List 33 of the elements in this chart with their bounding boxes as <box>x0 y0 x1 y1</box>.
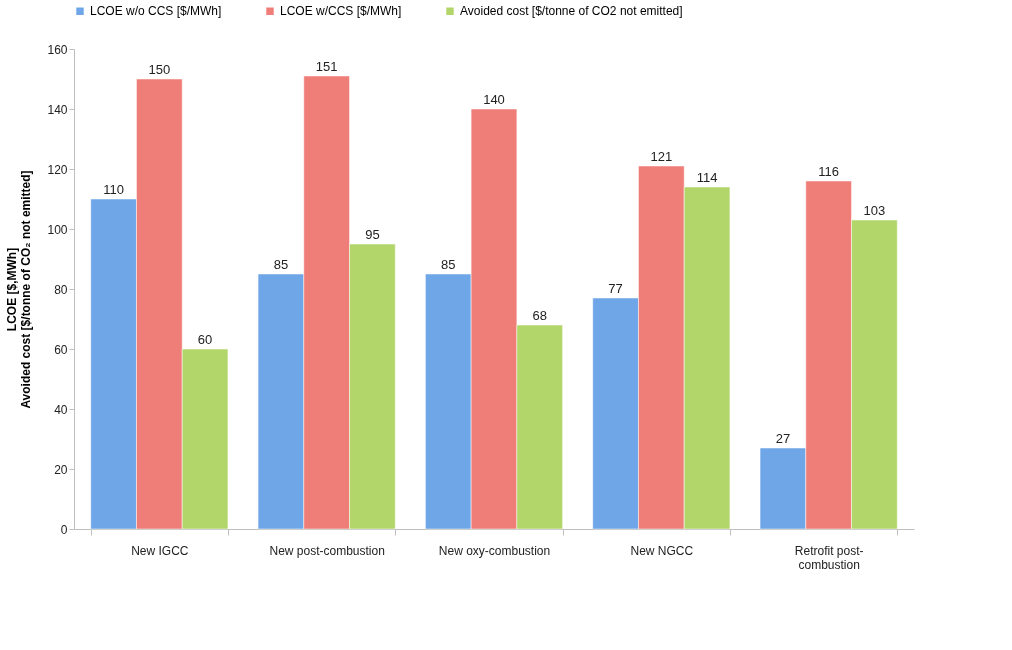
y-tick-label: 120 <box>47 162 68 177</box>
legend-label: Avoided cost [$/tonne of CO2 not emitted] <box>460 4 683 19</box>
data-label: 150 <box>148 62 171 77</box>
y-tick-label: 60 <box>54 342 68 357</box>
data-label: 60 <box>197 332 213 347</box>
data-label: 95 <box>365 227 380 242</box>
y-tick-label: 100 <box>47 222 68 237</box>
x-tick-label: New IGCC <box>131 543 189 558</box>
y-axis-title: LCOE [$,MWh] Avoided cost [$/tonne of CO₂ not emitted] <box>5 170 34 409</box>
y-tick-label: 140 <box>47 102 68 117</box>
y-tick-label: 40 <box>54 402 68 417</box>
x-tick-label: New oxy-combustion <box>438 543 551 558</box>
x-tick-label: New post-combustion <box>269 543 385 558</box>
y-tick-label: 20 <box>54 462 68 477</box>
data-label: 110 <box>103 182 124 197</box>
y-tick-label: 0 <box>60 522 68 537</box>
data-label: 140 <box>483 92 505 107</box>
data-label: 77 <box>608 281 623 296</box>
data-label: 121 <box>650 149 673 164</box>
data-label: 103 <box>863 203 886 218</box>
y-tick-label: 80 <box>54 282 68 297</box>
data-label: 151 <box>315 59 338 74</box>
x-tick-label: New NGCC <box>630 543 694 558</box>
data-label: 85 <box>441 257 456 272</box>
data-label: 27 <box>775 431 791 446</box>
data-label: 68 <box>532 308 547 323</box>
legend-label: LCOE w/CCS [$/MWh] <box>280 4 402 19</box>
data-label: 116 <box>818 164 840 179</box>
y-tick-label: 160 <box>47 42 68 57</box>
data-label: 114 <box>696 170 718 185</box>
data-label: 85 <box>273 257 289 272</box>
legend-label: LCOE w/o CCS [$/MWh] <box>90 4 222 19</box>
x-tick-label: Retrofit post-combustion <box>794 543 864 572</box>
